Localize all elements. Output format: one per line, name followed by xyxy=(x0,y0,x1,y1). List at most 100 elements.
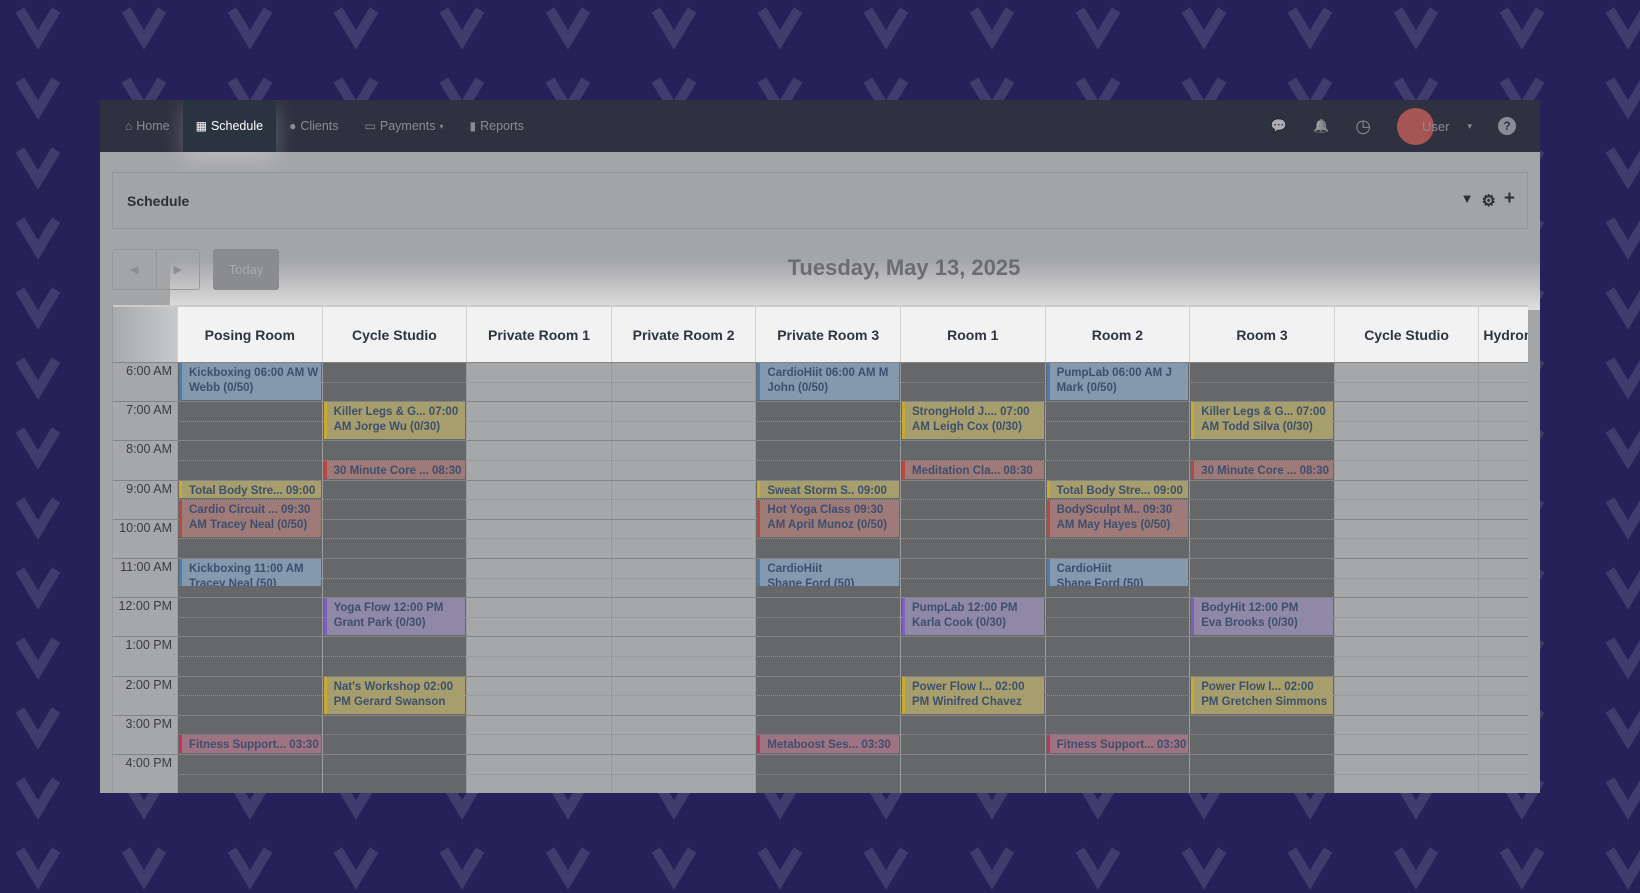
event-text: AM April Munoz (0/50) xyxy=(767,519,888,532)
event-text: Sweat Storm S.. 09:00 xyxy=(767,484,887,497)
event-text: Tracey Neal (50) xyxy=(189,578,277,587)
class-event[interactable]: Sweat Storm S.. 09:00 xyxy=(757,480,899,499)
event-text: Shane Ford (50) xyxy=(1056,578,1144,587)
class-event[interactable]: Hot Yoga Class 09:30 AM April Munoz (0/50… xyxy=(757,500,899,538)
class-event[interactable]: PumpLab 12:00 PM Karla Cook (0/30) xyxy=(902,598,1044,636)
caret-down-icon: ▾ xyxy=(439,121,444,131)
bar-chart-icon: ▮ xyxy=(469,119,477,133)
class-event[interactable]: PumpLab 06:00 AM J Mark (0/50) xyxy=(1046,363,1189,401)
class-event[interactable]: StrongHold J.... 07:00 AM Leigh Cox (0/30… xyxy=(902,402,1044,440)
time-label: 8:00 AM xyxy=(126,442,172,457)
nav-label: Payments xyxy=(379,119,436,133)
class-event[interactable]: Power Flow I... 02:00 PM Winifred Chavez xyxy=(902,676,1044,714)
schedule-grid: Posing Room Cycle Studio Private Room 1 Pri… xyxy=(112,305,1528,793)
event-text: PM Winifred Chavez xyxy=(912,695,1022,708)
class-event[interactable]: Kickboxing 11:00 AM Tracey Neal (50) xyxy=(179,559,321,587)
nav-home[interactable]: ⌂ Home xyxy=(112,100,183,152)
class-event[interactable]: Cardio Circuit ... 09:30 AM Tracey Neal (… xyxy=(179,500,321,538)
chat-icon[interactable]: 💬 xyxy=(1270,118,1288,133)
nav-label: Reports xyxy=(480,119,524,133)
class-event[interactable]: Kickboxing 06:00 AM W Webb (0/50) xyxy=(179,363,321,401)
class-event[interactable]: Fitness Support... 03:30 xyxy=(1046,735,1189,753)
header-fade xyxy=(170,260,1540,310)
time-label: 1:00 PM xyxy=(125,638,172,653)
class-event[interactable]: BodyHit 12:00 PM Eva Brooks (0/30) xyxy=(1191,598,1333,636)
event-text: AM Leigh Cox (0/30) xyxy=(912,421,1022,434)
hour-line xyxy=(113,558,1528,559)
event-text: Hot Yoga Class 09:30 xyxy=(767,504,884,517)
room-header: Cycle Studio xyxy=(321,307,467,362)
nav-clients[interactable]: ● Clients xyxy=(276,100,351,152)
class-event[interactable]: CardioHiit Shane Ford (50) xyxy=(1046,559,1189,587)
class-event[interactable]: Yoga Flow 12:00 PM Grant Park (0/30) xyxy=(323,598,466,636)
hour-line xyxy=(113,675,1528,677)
class-event[interactable]: Meditation Cla... 08:30 xyxy=(902,461,1044,479)
event-text: AM Jorge Wu (0/30) xyxy=(333,421,441,434)
add-icon[interactable]: + xyxy=(1503,188,1515,209)
room-header: Private Room 3 xyxy=(755,307,900,362)
event-text: 30 Minute Core ... 08:30 xyxy=(333,465,462,477)
app-window: ⌂ Home ▦ Schedule ● Clients ▭ Payments ▾ ▮ Reports… xyxy=(100,100,1540,793)
prev-day-button[interactable]: ◀ xyxy=(113,250,157,289)
half-hour-line xyxy=(177,499,1528,501)
room-column[interactable] xyxy=(466,362,611,793)
room-header: Room 3 xyxy=(1189,307,1334,362)
bell-icon[interactable]: 🔔 xyxy=(1313,118,1330,133)
half-hour-line xyxy=(177,616,1528,618)
time-label: 11:00 AM xyxy=(120,560,172,574)
class-event[interactable]: Killer Legs & G... 07:00 AM Jorge Wu (0/3… xyxy=(323,402,466,440)
event-text: CardioHiit 06:00 AM M xyxy=(767,367,889,379)
today-button[interactable]: Today xyxy=(213,249,279,290)
filter-icon[interactable]: ▼ xyxy=(1460,191,1474,206)
room-column[interactable] xyxy=(1333,362,1479,793)
class-event[interactable]: BodySculpt M.. 09:30 AM May Hayes (0/50) xyxy=(1046,500,1189,538)
class-event[interactable]: 30 Minute Core ... 08:30 xyxy=(323,461,466,479)
top-navbar: ⌂ Home ▦ Schedule ● Clients ▭ Payments ▾ ▮ Reports… xyxy=(100,100,1540,152)
event-text: AM May Hayes (0/50) xyxy=(1056,519,1171,532)
nav-label: Home xyxy=(136,119,170,133)
gear-icon[interactable]: ⚙ xyxy=(1481,193,1496,210)
half-hour-line xyxy=(177,773,1528,775)
event-text: BodySculpt M.. 09:30 xyxy=(1056,504,1173,517)
event-text: AM Tracey Neal (0/50) xyxy=(189,519,308,532)
time-column xyxy=(113,362,177,793)
event-text: AM Todd Silva (0/30) xyxy=(1201,421,1313,434)
date-pager: ◀ ▶ xyxy=(112,249,200,290)
half-hour-line xyxy=(177,538,1528,540)
user-menu[interactable]: User ▾ xyxy=(1397,107,1472,145)
event-text: Karla Cook (0/30) xyxy=(912,617,1006,630)
class-event[interactable]: Power Flow I... 02:00 PM Gretchen Simmons xyxy=(1191,676,1333,714)
half-hour-line xyxy=(177,695,1528,697)
hour-line xyxy=(113,597,1528,599)
room-header: Posing Room xyxy=(177,307,322,362)
room-column[interactable] xyxy=(610,362,756,793)
class-event[interactable]: Total Body Stre... 09:00 xyxy=(1046,480,1189,499)
clock-icon[interactable]: ◷ xyxy=(1355,115,1372,136)
class-event[interactable]: 30 Minute Core ... 08:30 xyxy=(1191,461,1333,479)
hour-line xyxy=(113,362,1528,363)
half-hour-line xyxy=(177,420,1528,422)
half-hour-line xyxy=(177,734,1528,736)
next-day-button[interactable]: ▶ xyxy=(173,264,182,276)
event-text: Shane Ford (50) xyxy=(767,578,855,587)
time-label: 6:00 AM xyxy=(126,364,172,378)
user-icon: ● xyxy=(289,119,297,133)
nav-payments[interactable]: ▭ Payments ▾ xyxy=(352,100,457,152)
class-event[interactable]: Total Body Stre... 09:00 xyxy=(179,480,321,499)
room-column[interactable] xyxy=(1478,362,1528,793)
header-corner xyxy=(113,307,177,362)
class-event[interactable]: Metaboost Ses... 03:30 xyxy=(757,735,899,753)
class-event[interactable]: Nat's Workshop 02:00 PM Gerard Swanson xyxy=(323,676,466,714)
room-header: Room 1 xyxy=(900,307,1045,362)
class-event[interactable]: Killer Legs & G... 07:00 AM Todd Silva (0… xyxy=(1191,402,1333,440)
event-text: John (0/50) xyxy=(767,382,829,394)
nav-schedule[interactable]: ▦ Schedule xyxy=(182,100,277,152)
help-icon[interactable]: ? xyxy=(1498,117,1516,135)
nav-reports[interactable]: ▮ Reports xyxy=(456,100,536,152)
nav-label: Clients xyxy=(300,119,339,133)
class-event[interactable]: Fitness Support... 03:30 xyxy=(179,735,321,753)
home-icon: ⌂ xyxy=(125,119,133,133)
event-text: 30 Minute Core ... 08:30 xyxy=(1201,465,1330,477)
class-event[interactable]: CardioHiit Shane Ford (50) xyxy=(757,559,899,587)
class-event[interactable]: CardioHiit 06:00 AM M John (0/50) xyxy=(757,363,899,401)
